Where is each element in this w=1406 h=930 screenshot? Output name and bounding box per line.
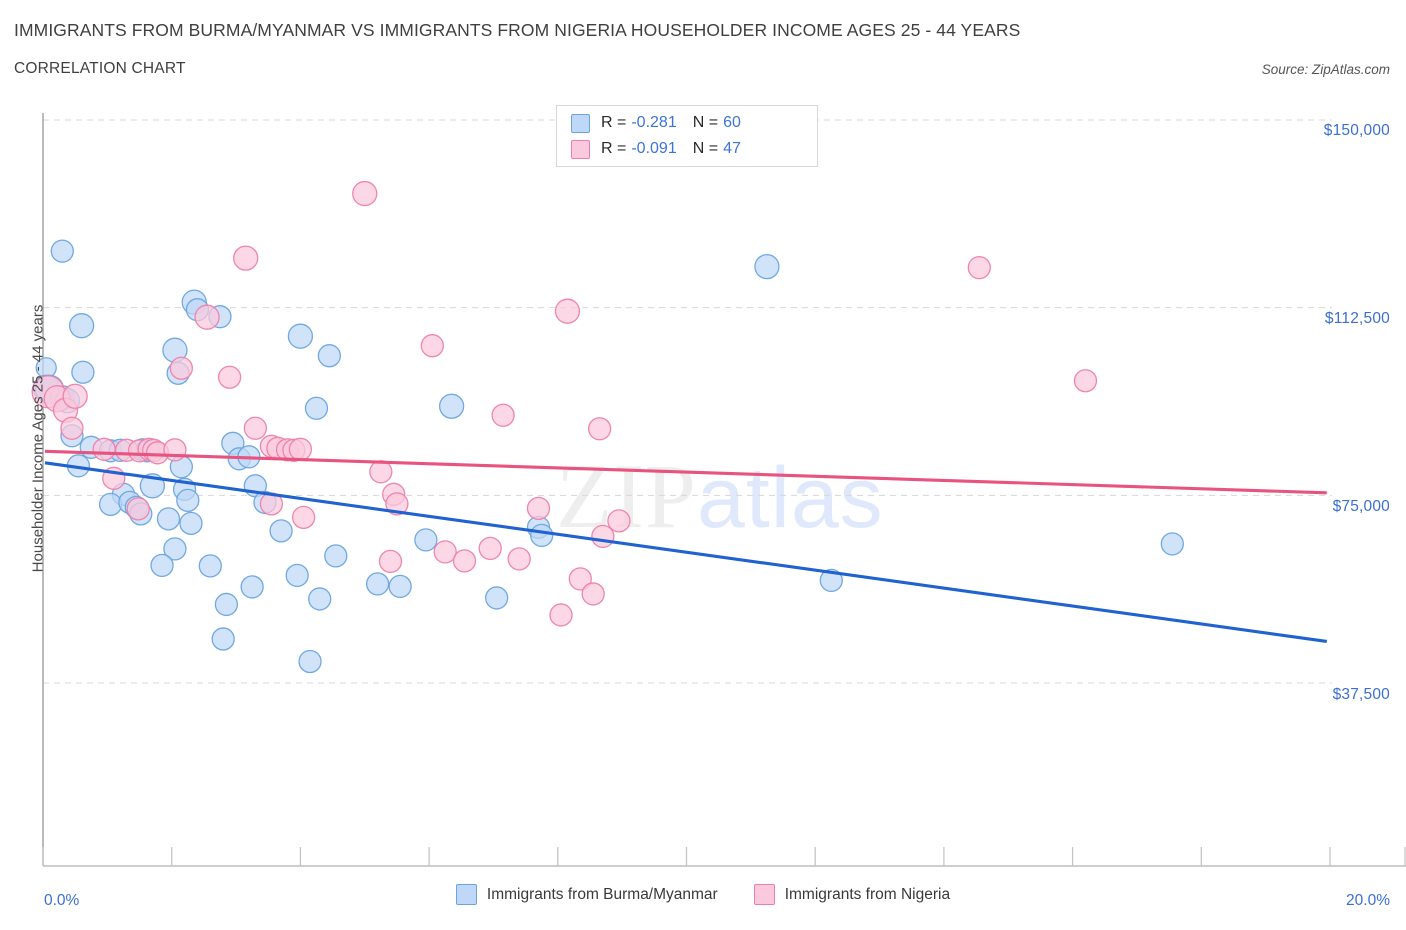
scatter-point[interactable]	[163, 438, 187, 462]
legend-label-nigeria: Immigrants from Nigeria	[784, 885, 951, 903]
legend-n-label: N =	[692, 140, 719, 157]
x-axis-max-label: 20.0%	[1346, 892, 1390, 909]
scatter-point[interactable]	[60, 416, 84, 440]
scatter-point[interactable]	[217, 365, 242, 389]
scatter-point[interactable]	[150, 553, 174, 578]
scatter-point[interactable]	[433, 540, 457, 564]
scatter-point[interactable]	[420, 334, 444, 358]
scatter-point[interactable]	[378, 549, 403, 574]
scatter-point[interactable]	[287, 323, 314, 349]
legend-n-label: N =	[692, 114, 719, 131]
scatter-point[interactable]	[240, 575, 264, 599]
series-legend: Immigrants from Burma/Myanmar Immigrants…	[0, 884, 1406, 905]
scatter-point[interactable]	[211, 627, 235, 651]
scatter-point[interactable]	[491, 403, 515, 427]
x-axis-min-label: 0.0%	[44, 892, 80, 909]
source-attribution: Source: ZipAtlas.com	[1261, 62, 1390, 77]
scatter-point[interactable]	[269, 519, 293, 543]
scatter-point[interactable]	[388, 574, 412, 599]
scatter-point[interactable]	[285, 563, 309, 588]
scatter-point[interactable]	[485, 586, 509, 610]
scatter-point[interactable]	[607, 509, 631, 533]
scatter-point[interactable]	[385, 492, 409, 516]
scatter-point[interactable]	[156, 507, 181, 531]
scatter-point[interactable]	[352, 180, 378, 207]
scatter-point[interactable]	[324, 544, 348, 568]
scatter-point[interactable]	[438, 393, 465, 419]
scatter-point[interactable]	[365, 572, 390, 596]
scatter-point[interactable]	[507, 547, 531, 571]
legend-swatch-pink	[571, 139, 590, 159]
scatter-point[interactable]	[214, 592, 239, 617]
trendline-burma	[44, 461, 1327, 643]
scatter-point[interactable]	[291, 505, 316, 529]
scatter-point[interactable]	[308, 587, 332, 611]
scatter-point[interactable]	[452, 549, 477, 573]
scatter-point[interactable]	[98, 492, 123, 516]
legend-r-value: -0.091	[631, 140, 677, 157]
scatter-point[interactable]	[1160, 532, 1184, 556]
scatter-point[interactable]	[194, 304, 220, 330]
correlation-legend: R = -0.281 N = 60 R = -0.091 N = 47	[556, 105, 818, 167]
scatter-point[interactable]	[50, 239, 74, 263]
scatter-point[interactable]	[549, 603, 573, 627]
scatter-point[interactable]	[288, 437, 313, 461]
legend-swatch-nigeria-icon	[753, 884, 775, 905]
legend-row-nigeria: R = -0.091 N = 47	[571, 136, 817, 162]
chart-subtitle: CORRELATION CHART	[14, 60, 186, 77]
page-title: IMMIGRANTS FROM BURMA/MYANMAR VS IMMIGRA…	[14, 20, 1021, 40]
scatter-point[interactable]	[179, 511, 203, 536]
y-axis-tick-label: $75,000	[1332, 498, 1390, 515]
scatter-point[interactable]	[163, 537, 187, 561]
legend-r-value: -0.281	[631, 114, 677, 131]
scatter-point[interactable]	[68, 313, 95, 339]
scatter-point[interactable]	[169, 356, 194, 380]
scatter-point[interactable]	[754, 253, 780, 280]
scatter-point[interactable]	[819, 568, 843, 593]
scatter-point[interactable]	[369, 460, 393, 484]
scatter-point[interactable]	[243, 416, 268, 440]
y-axis-title: Householder Income Ages 25 - 44 years	[29, 304, 47, 573]
y-axis-tick-label: $112,500	[1324, 310, 1390, 327]
legend-n-value: 47	[723, 140, 741, 157]
scatter-point[interactable]	[62, 383, 88, 409]
trendline-nigeria	[44, 449, 1327, 495]
scatter-point[interactable]	[526, 496, 551, 520]
y-axis-tick-label: $37,500	[1332, 686, 1390, 703]
scatter-point[interactable]	[478, 536, 502, 561]
legend-label-burma: Immigrants from Burma/Myanmar	[486, 885, 718, 903]
legend-item-burma[interactable]: Immigrants from Burma/Myanmar	[455, 884, 718, 905]
scatter-point[interactable]	[176, 488, 200, 512]
legend-item-nigeria[interactable]: Immigrants from Nigeria	[753, 884, 951, 905]
legend-swatch-blue	[571, 113, 590, 133]
scatter-point[interactable]	[126, 497, 150, 521]
scatter-point[interactable]	[530, 523, 554, 548]
series-points-nigeria	[31, 180, 1098, 627]
scatter-point[interactable]	[233, 245, 259, 271]
legend-r-label: R =	[601, 114, 627, 131]
scatter-point[interactable]	[414, 528, 438, 552]
legend-swatch-burma-icon	[455, 884, 477, 905]
scatter-point[interactable]	[1073, 369, 1098, 393]
scatter-point[interactable]	[92, 437, 116, 461]
scatter-point[interactable]	[967, 255, 991, 280]
scatter-point[interactable]	[298, 649, 322, 674]
scatter-point[interactable]	[71, 360, 95, 384]
series-points-burma	[32, 239, 1184, 674]
scatter-point[interactable]	[581, 582, 605, 606]
legend-row-burma: R = -0.281 N = 60	[571, 110, 817, 136]
scatter-point[interactable]	[587, 417, 612, 441]
legend-r-label: R =	[601, 140, 627, 157]
scatter-point[interactable]	[198, 554, 222, 578]
y-axis-tick-label: $150,000	[1323, 122, 1390, 139]
scatter-point[interactable]	[554, 298, 581, 324]
legend-n-value: 60	[723, 114, 741, 131]
scatter-point[interactable]	[568, 567, 592, 591]
scatter-point[interactable]	[304, 396, 329, 420]
scatter-point[interactable]	[317, 344, 342, 368]
